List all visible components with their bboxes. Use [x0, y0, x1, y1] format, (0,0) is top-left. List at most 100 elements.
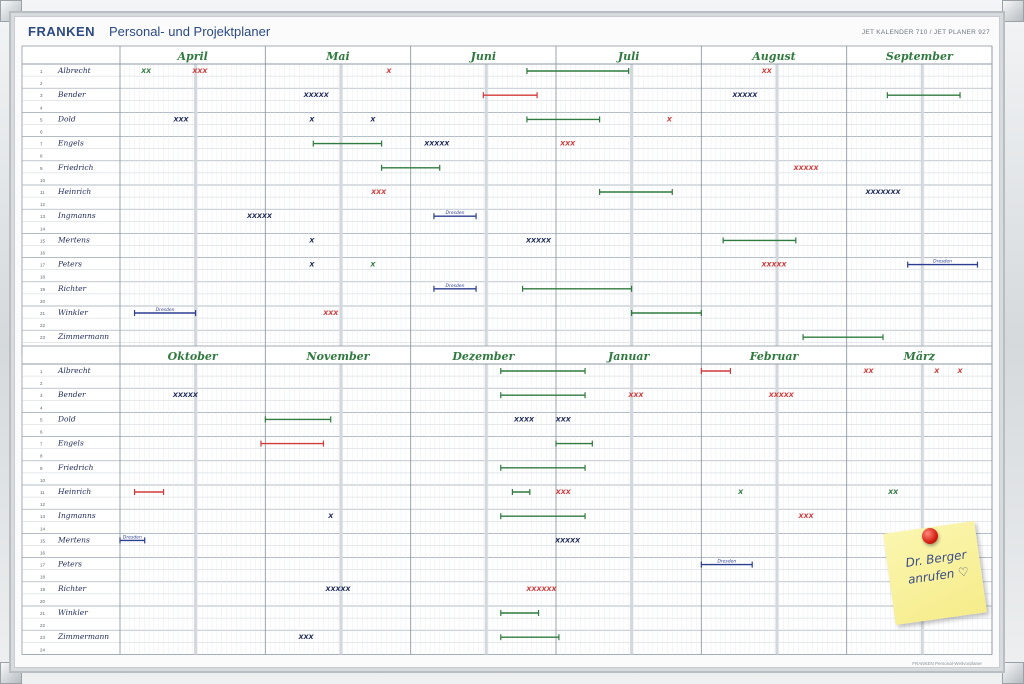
row-number: 15 [40, 238, 46, 243]
absence-mark: X [933, 367, 940, 375]
row-number: 16 [40, 551, 46, 556]
row-number: 18 [40, 275, 46, 280]
row-number: 19 [40, 587, 46, 592]
plan-bar-label: Dresden [446, 210, 465, 216]
month-label: August [751, 50, 796, 63]
row-number: 19 [40, 287, 46, 292]
employee-name: Dold [57, 414, 76, 423]
absence-mark: XXXXXX [525, 585, 557, 593]
absence-mark: XXXXX [731, 91, 758, 99]
absence-mark: XXX [370, 188, 387, 196]
absence-mark: XXX [797, 512, 814, 520]
absence-mark: X [327, 512, 334, 520]
row-number: 7 [40, 142, 43, 147]
row-number: 17 [40, 563, 46, 568]
row-number: 11 [40, 190, 45, 195]
row-number: 24 [40, 647, 46, 652]
row-number: 7 [40, 442, 43, 447]
row-number: 11 [40, 490, 45, 495]
absence-mark: XXXXX [423, 140, 450, 148]
employee-name: Winkler [58, 308, 88, 317]
section-frame-bottom [21, 345, 993, 655]
row-number: 12 [40, 202, 46, 207]
month-label: Januar [606, 350, 650, 363]
month-label: April [176, 50, 207, 63]
absence-mark: XXX [298, 633, 315, 641]
employee-name: Friedrich [57, 463, 94, 472]
row-number: 6 [40, 430, 43, 435]
row-number: 3 [40, 393, 43, 398]
employee-name: Heinrich [57, 187, 91, 196]
absence-mark: X [308, 261, 315, 269]
row-number: 5 [40, 417, 43, 422]
absence-mark: XXXXX [525, 236, 552, 244]
planner-board: FRANKEN Personal- und Projektplaner JET … [14, 16, 1000, 668]
row-number: 21 [40, 611, 46, 616]
employee-name: Ingmanns [57, 511, 96, 520]
absence-mark: XXX [322, 309, 339, 317]
absence-mark: X [308, 115, 315, 123]
row-number: 15 [40, 538, 46, 543]
row-number: 8 [40, 454, 43, 459]
absence-mark: XX [140, 67, 152, 75]
month-label: Juli [616, 50, 640, 63]
row-number: 10 [40, 178, 46, 183]
absence-mark: XXX [191, 67, 208, 75]
absence-mark: XXX [555, 415, 572, 423]
month-label: November [306, 350, 371, 363]
employee-name: Ingmanns [57, 211, 96, 220]
row-number: 12 [40, 502, 46, 507]
employee-name: Bender [57, 390, 86, 399]
row-number: 4 [40, 105, 43, 110]
row-number: 20 [40, 599, 46, 604]
absence-mark: XX [862, 367, 874, 375]
absence-mark: XXXXX [172, 391, 199, 399]
row-number: 22 [40, 623, 46, 628]
row-number: 10 [40, 478, 46, 483]
board-title: Personal- und Projektplaner [109, 24, 271, 39]
employee-name: Engels [57, 139, 84, 148]
employee-name: Winkler [58, 608, 88, 617]
absence-mark: X [369, 115, 376, 123]
model-label: JET KALENDER 710 / JET PLANER 927 [861, 29, 990, 36]
month-label: März [903, 350, 936, 363]
employee-name: Mertens [57, 235, 90, 244]
row-number: 6 [40, 130, 43, 135]
plan-bar-label: Dresden [123, 534, 142, 540]
employee-name: Albrecht [57, 366, 92, 375]
absence-mark: X [666, 115, 673, 123]
employee-name: Mertens [57, 535, 90, 544]
absence-mark: XXXXX [246, 212, 273, 220]
row-number: 23 [40, 635, 46, 640]
absence-mark: XXXXX [768, 391, 795, 399]
absence-mark: XX [887, 488, 899, 496]
employee-name: Bender [57, 90, 86, 99]
row-number: 14 [40, 226, 46, 231]
absence-mark: X [308, 236, 315, 244]
plan-bar-label: Dresden [156, 307, 175, 313]
row-number: 23 [40, 335, 46, 340]
absence-mark: XXX [559, 140, 576, 148]
row-number: 1 [40, 369, 43, 374]
employee-name: Engels [57, 439, 84, 448]
row-number: 20 [40, 299, 46, 304]
employee-name: Zimmermann [57, 332, 109, 341]
absence-mark: XXX [173, 115, 190, 123]
absence-mark: XXX [627, 391, 644, 399]
absence-mark: XXXXXXX [864, 188, 901, 196]
employee-name: Peters [57, 560, 82, 569]
sticky-note-text: Dr. Berger anrufen ♡ [896, 545, 978, 590]
pushpin-icon[interactable] [922, 528, 938, 544]
month-label: Dezember [451, 350, 515, 363]
plan-bar-label: Dresden [717, 559, 736, 565]
absence-mark: XXX [555, 488, 572, 496]
row-number: 13 [40, 514, 46, 519]
employee-name: Richter [57, 584, 87, 593]
row-number: 22 [40, 323, 46, 328]
row-number: 5 [40, 117, 43, 122]
frame-corner-bottom-right [1002, 662, 1024, 684]
row-number: 8 [40, 154, 43, 159]
month-label: Juni [469, 50, 496, 63]
employee-name: Richter [57, 284, 87, 293]
